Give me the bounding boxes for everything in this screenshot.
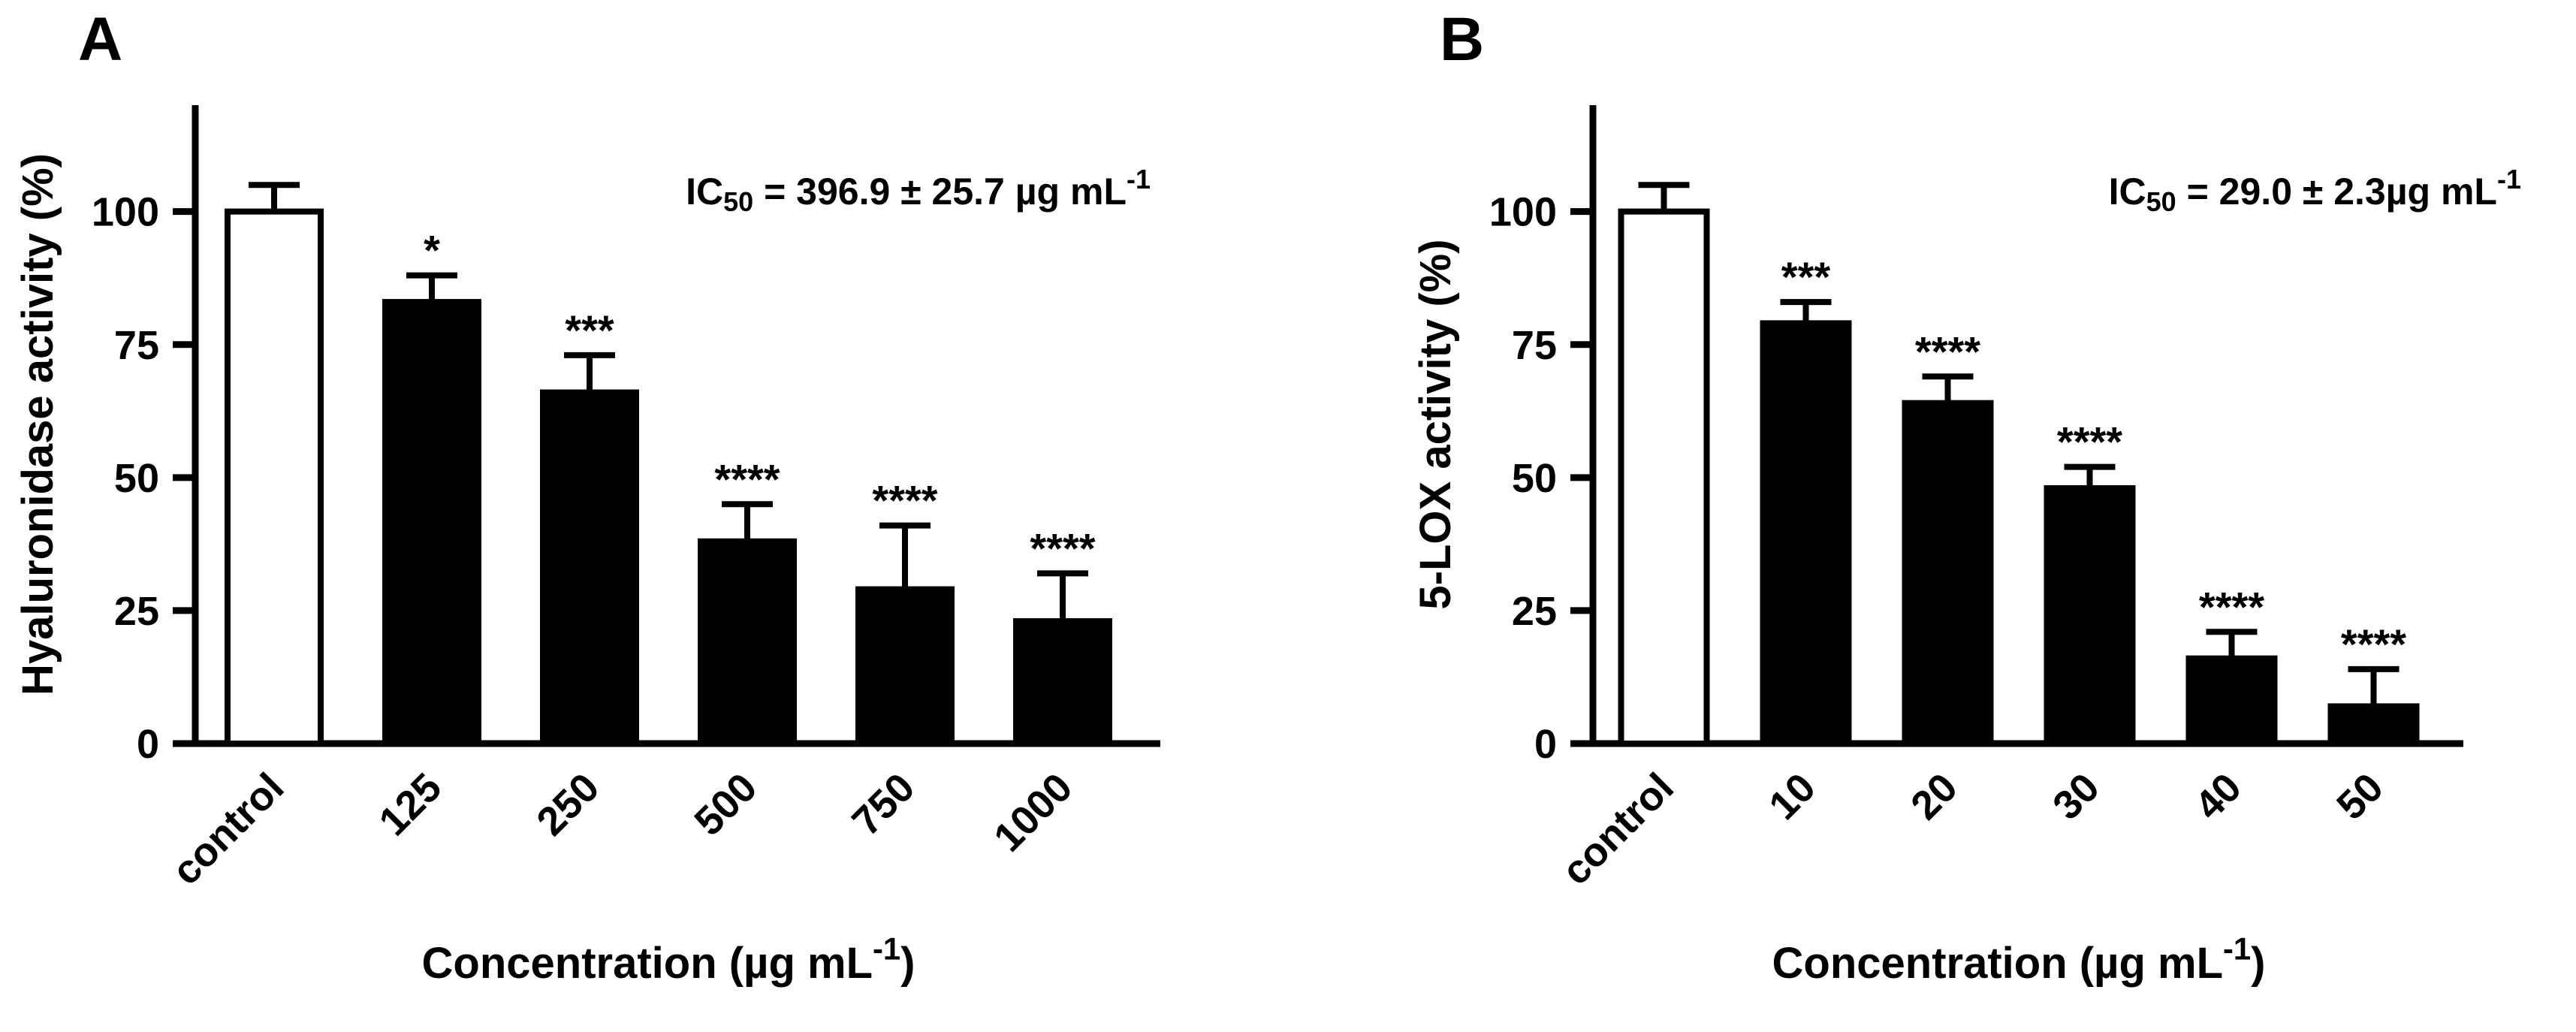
panel-b: B 0 25 50 75 100 control *** 10 **** 20 **** 30 ****… xyxy=(1288,0,2576,1032)
x-tick-label: 30 xyxy=(2044,765,2108,828)
bar xyxy=(2044,485,2136,747)
panel-a-label: A xyxy=(78,5,123,74)
significance-stars: *** xyxy=(565,306,614,354)
y-axis-title: 5-LOX activity (%) xyxy=(1411,239,1460,609)
x-tick-label: 250 xyxy=(528,765,608,844)
significance-stars: * xyxy=(424,227,440,274)
ic50-annotation: IC50 = 29.0 ± 2.3µg mL-1 xyxy=(2109,164,2521,217)
y-axis-title: Hyaluronidase activity (%) xyxy=(14,153,62,696)
bar xyxy=(382,299,481,747)
bar xyxy=(2327,703,2420,747)
x-tick-label: 10 xyxy=(1760,765,1824,828)
bar xyxy=(855,586,955,747)
bar xyxy=(225,208,324,747)
x-tick-label: control xyxy=(164,765,293,894)
y-tick-label: 50 xyxy=(1512,456,1557,501)
bar xyxy=(540,389,639,747)
significance-stars: **** xyxy=(2057,418,2122,466)
y-tick-label: 0 xyxy=(1534,722,1557,767)
x-tick-label: 750 xyxy=(843,765,923,844)
x-axis-title: Concentration (µg mL-1) xyxy=(422,931,915,988)
x-tick-label: 125 xyxy=(370,765,450,844)
bar xyxy=(2185,655,2278,747)
y-tick-label: 50 xyxy=(114,456,159,501)
y-tick-label: 25 xyxy=(1512,589,1557,634)
x-tick-label: control xyxy=(1553,765,1682,894)
five-lox-activity-bar-chart: 0 25 50 75 100 control *** 10 **** 20 **** 30 **** 40… xyxy=(1411,105,2521,988)
bar xyxy=(1013,618,1112,747)
significance-stars: **** xyxy=(1915,327,1980,375)
panel-a: A 0 25 50 75 100 control * 125 *** 250 **** 500 ****… xyxy=(14,5,1160,988)
y-tick-label: 100 xyxy=(92,190,159,235)
significance-stars: **** xyxy=(1030,524,1095,572)
significance-stars: **** xyxy=(714,455,780,502)
bar xyxy=(1760,320,1852,747)
bar xyxy=(698,538,797,747)
significance-stars: **** xyxy=(2341,620,2406,668)
y-tick-label: 100 xyxy=(1489,190,1557,235)
bar xyxy=(1902,400,1994,747)
x-tick-label: 1000 xyxy=(985,765,1081,860)
y-tick-label: 25 xyxy=(114,589,159,634)
bar xyxy=(1618,208,1710,747)
x-tick-label: 500 xyxy=(686,765,765,844)
x-tick-label: 20 xyxy=(1902,765,1966,828)
hyaluronidase-activity-bar-chart: 0 25 50 75 100 control * 125 *** 250 **** 500 **** 75… xyxy=(14,105,1160,988)
significance-stars: *** xyxy=(1781,253,1831,300)
ic50-annotation: IC50 = 396.9 ± 25.7 µg mL-1 xyxy=(686,164,1151,217)
significance-stars: **** xyxy=(872,477,937,524)
x-axis-title: Concentration (µg mL-1) xyxy=(1772,931,2266,988)
y-tick-label: 0 xyxy=(137,722,159,767)
panel-b-label: B xyxy=(1440,5,1485,74)
y-tick-label: 75 xyxy=(114,323,159,368)
x-tick-label: 40 xyxy=(2186,765,2250,828)
y-tick-label: 75 xyxy=(1512,323,1557,368)
x-tick-label: 50 xyxy=(2328,765,2392,828)
significance-stars: **** xyxy=(2199,583,2264,630)
